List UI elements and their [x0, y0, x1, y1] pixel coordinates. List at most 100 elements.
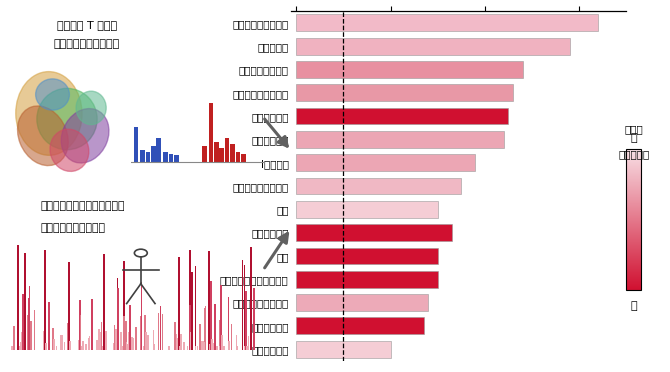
Bar: [141, 344, 142, 350]
Bar: [202, 146, 207, 162]
Bar: [125, 321, 127, 350]
Bar: [296, 317, 423, 334]
Bar: [146, 152, 151, 162]
Bar: [131, 337, 133, 350]
Bar: [209, 344, 211, 350]
Bar: [225, 138, 229, 162]
Bar: [115, 328, 117, 350]
Bar: [242, 260, 243, 350]
Bar: [141, 330, 142, 350]
Bar: [180, 334, 182, 350]
Bar: [223, 346, 225, 350]
Bar: [135, 346, 137, 350]
Bar: [189, 250, 191, 350]
Bar: [129, 305, 131, 350]
Bar: [81, 346, 82, 350]
Bar: [200, 324, 201, 350]
Bar: [296, 61, 523, 78]
Bar: [220, 346, 221, 350]
Text: 統計的: 統計的: [624, 124, 643, 134]
Bar: [123, 316, 125, 350]
Bar: [216, 346, 218, 350]
Bar: [145, 315, 146, 350]
Bar: [53, 341, 54, 350]
Bar: [141, 150, 145, 162]
Bar: [174, 322, 176, 350]
Bar: [189, 322, 190, 350]
Bar: [126, 346, 127, 350]
Bar: [117, 278, 118, 350]
Bar: [202, 340, 203, 350]
Bar: [44, 250, 46, 350]
Bar: [296, 247, 438, 264]
Bar: [220, 285, 222, 350]
Bar: [178, 257, 180, 350]
Bar: [13, 326, 15, 350]
Bar: [236, 152, 241, 162]
Ellipse shape: [76, 91, 106, 125]
Bar: [220, 148, 224, 162]
Bar: [96, 340, 98, 350]
Bar: [218, 320, 220, 350]
Bar: [184, 342, 185, 350]
Bar: [160, 306, 161, 350]
Bar: [11, 346, 13, 350]
Bar: [159, 339, 161, 350]
Bar: [103, 254, 105, 350]
Ellipse shape: [61, 109, 109, 163]
Bar: [245, 346, 246, 350]
Bar: [121, 332, 122, 350]
Bar: [228, 341, 230, 350]
Bar: [126, 342, 127, 350]
Bar: [89, 336, 90, 350]
Bar: [117, 288, 119, 350]
Bar: [203, 341, 204, 350]
Bar: [68, 346, 70, 350]
Bar: [88, 338, 89, 350]
Bar: [245, 291, 247, 350]
Bar: [168, 346, 170, 350]
Bar: [102, 346, 103, 350]
Bar: [189, 305, 191, 350]
Bar: [296, 108, 509, 125]
Bar: [24, 253, 25, 350]
Bar: [17, 246, 19, 350]
Bar: [105, 331, 107, 350]
Bar: [100, 322, 103, 350]
Bar: [128, 332, 129, 350]
Bar: [123, 261, 125, 350]
Bar: [197, 346, 198, 350]
Bar: [296, 154, 476, 171]
Bar: [237, 346, 238, 350]
Bar: [135, 327, 137, 350]
Bar: [103, 323, 105, 350]
Bar: [296, 201, 438, 218]
Bar: [141, 282, 143, 350]
Bar: [247, 346, 248, 350]
Bar: [230, 144, 235, 162]
Bar: [253, 345, 254, 350]
Bar: [208, 329, 210, 350]
Bar: [174, 342, 176, 350]
Ellipse shape: [17, 106, 68, 166]
Bar: [45, 343, 46, 350]
Bar: [296, 341, 391, 357]
Bar: [211, 346, 212, 350]
Bar: [82, 340, 84, 350]
Bar: [296, 177, 462, 195]
Bar: [151, 146, 155, 162]
Bar: [241, 154, 245, 162]
Bar: [52, 328, 54, 350]
Bar: [190, 332, 192, 350]
Bar: [204, 342, 206, 350]
Bar: [78, 340, 79, 350]
Bar: [68, 262, 70, 350]
Bar: [161, 314, 163, 350]
Bar: [147, 343, 149, 350]
Bar: [125, 330, 127, 350]
Bar: [48, 302, 50, 350]
Bar: [145, 333, 147, 350]
Bar: [211, 339, 212, 350]
Bar: [208, 342, 210, 350]
Bar: [19, 346, 21, 350]
